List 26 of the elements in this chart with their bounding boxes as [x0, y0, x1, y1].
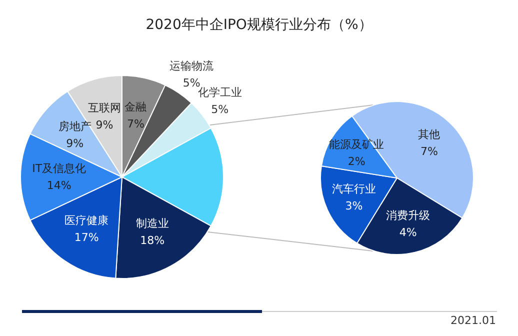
slice-label: 制造业 [136, 217, 169, 230]
slice-label: IT及信息化 [32, 162, 86, 175]
data-label: 17% [74, 230, 99, 244]
data-label: 18% [140, 234, 165, 248]
data-label: 9% [66, 137, 84, 150]
data-label: 9% [96, 118, 114, 132]
slice-label: 消费升级 [386, 208, 430, 222]
slice-label: 金融 [124, 100, 147, 114]
text: 2021.01 [450, 314, 496, 327]
slice-label: 医疗健康 [64, 214, 109, 227]
slice-label: 化学工业 [198, 86, 242, 99]
chart-title: 2020年中企IPO规模行业分布（%） [144, 16, 374, 34]
data-label: 2% [348, 155, 366, 168]
slice-label: 其他 [418, 128, 440, 142]
data-label: 5% [182, 76, 200, 90]
data-label: 5% [211, 102, 229, 116]
data-label: 7% [127, 117, 144, 130]
data-label: 4% [399, 226, 417, 239]
slice-label: 互联网 [88, 101, 121, 114]
slice-label: 汽车行业 [332, 182, 376, 196]
slice-label: 运输物流 [170, 59, 214, 72]
data-label: 14% [46, 178, 72, 192]
slice-label: 房地产 [58, 120, 92, 134]
slice-label: 能源及矿业 [329, 138, 384, 152]
data-label: 3% [345, 200, 363, 213]
data-label: 7% [420, 145, 438, 158]
